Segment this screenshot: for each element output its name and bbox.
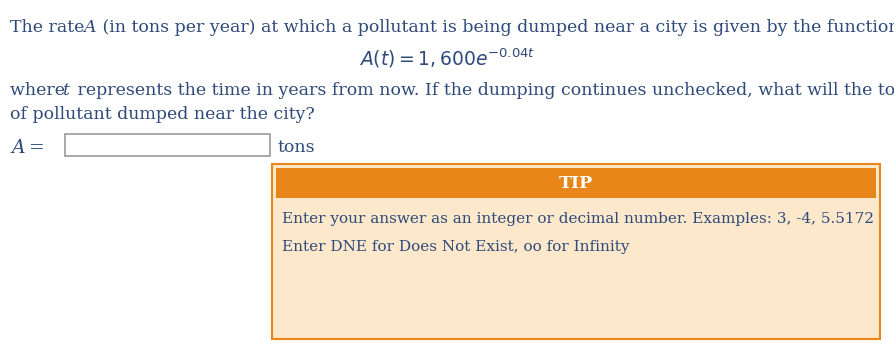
Text: (in tons per year) at which a pollutant is being dumped near a city is given by : (in tons per year) at which a pollutant … [97, 19, 894, 36]
Text: Enter your answer as an integer or decimal number. Examples: 3, -4, 5.5172: Enter your answer as an integer or decim… [282, 212, 874, 226]
Text: where: where [10, 82, 71, 99]
Bar [276, 168, 876, 198]
Bar [65, 134, 270, 156]
Text: tons: tons [278, 139, 316, 156]
Text: of pollutant dumped near the city?: of pollutant dumped near the city? [10, 106, 315, 123]
Text: t: t [62, 82, 69, 99]
Text: represents the time in years from now. If the dumping continues unchecked, what : represents the time in years from now. I… [72, 82, 894, 99]
Bar [272, 164, 880, 339]
Text: Enter DNE for Does Not Exist, oo for Infinity: Enter DNE for Does Not Exist, oo for Inf… [282, 240, 629, 254]
Text: A: A [83, 19, 96, 36]
Text: $A =$: $A =$ [10, 139, 45, 157]
Text: TIP: TIP [559, 174, 593, 192]
Text: $A(t) = 1, 600e^{-0.04t}$: $A(t) = 1, 600e^{-0.04t}$ [358, 47, 536, 70]
Text: The rate: The rate [10, 19, 90, 36]
